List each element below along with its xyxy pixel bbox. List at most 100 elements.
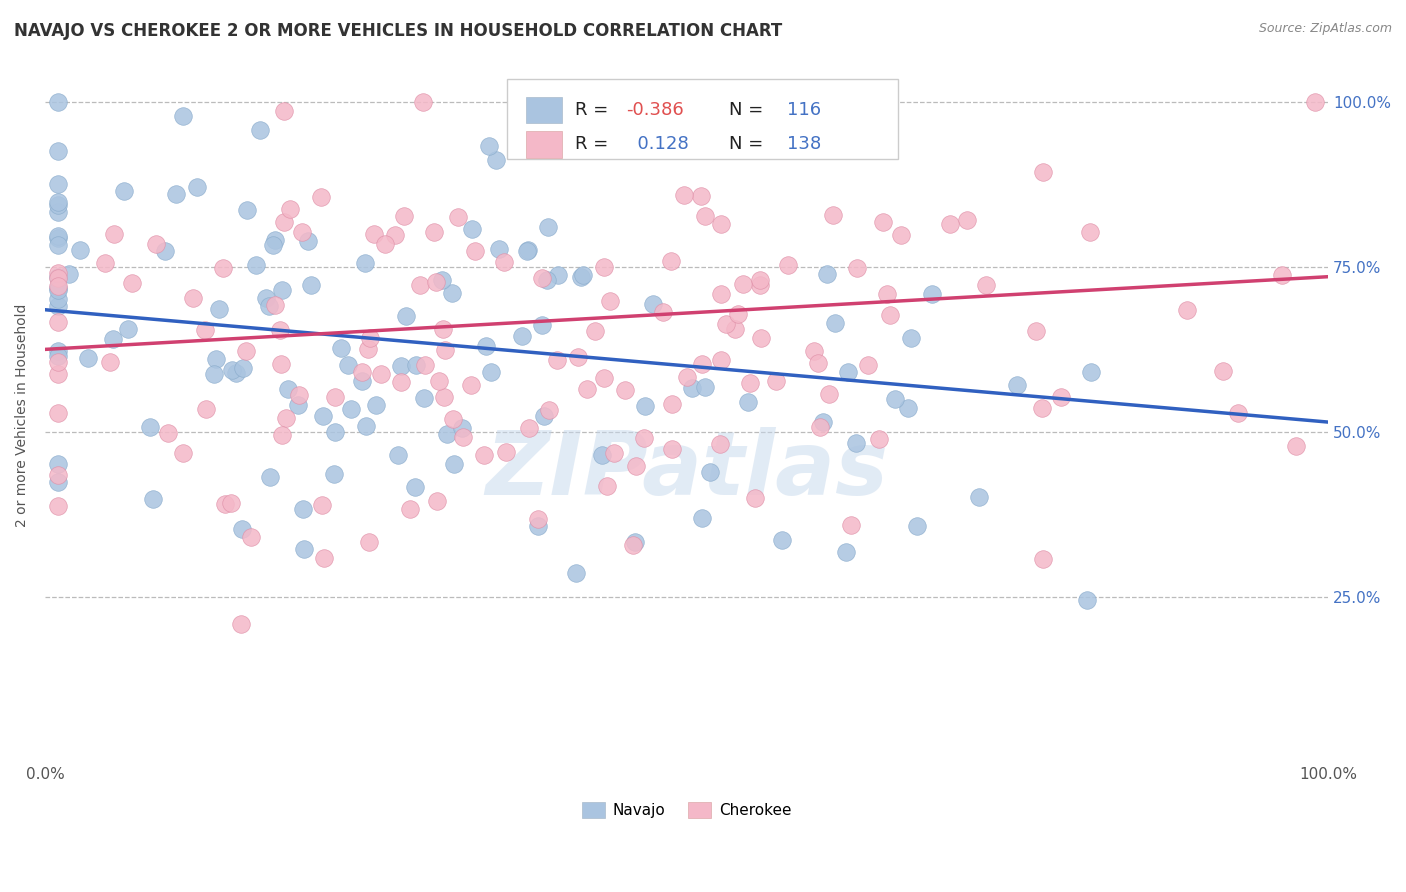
Point <box>404 480 426 494</box>
Point <box>967 490 990 504</box>
Point <box>172 109 194 123</box>
Point <box>434 343 457 358</box>
Point <box>221 363 243 377</box>
Point <box>890 228 912 243</box>
Point <box>384 227 406 242</box>
Point <box>905 519 928 533</box>
Point <box>46 238 69 252</box>
Point <box>824 317 846 331</box>
Point <box>46 299 69 313</box>
Point <box>884 392 907 406</box>
Point <box>872 215 894 229</box>
Bar <box>526 97 562 123</box>
Point <box>472 448 495 462</box>
Point <box>389 375 412 389</box>
Point <box>591 448 613 462</box>
Point <box>46 354 69 368</box>
Point <box>807 356 830 370</box>
Point <box>271 283 294 297</box>
Point <box>1005 378 1028 392</box>
Point <box>138 419 160 434</box>
Point <box>626 458 648 473</box>
Point <box>479 365 502 379</box>
Point <box>46 95 69 109</box>
Point <box>256 291 278 305</box>
Point <box>1271 268 1294 283</box>
Point <box>583 324 606 338</box>
Point <box>516 244 538 259</box>
Point <box>46 279 69 293</box>
Point <box>845 435 868 450</box>
Point <box>323 390 346 404</box>
Point <box>288 388 311 402</box>
Point <box>273 103 295 118</box>
Point <box>225 366 247 380</box>
Point <box>1175 302 1198 317</box>
Point <box>461 222 484 236</box>
Point <box>46 500 69 514</box>
Point <box>259 299 281 313</box>
Point <box>46 229 69 244</box>
Point <box>278 202 301 217</box>
Point <box>46 467 69 482</box>
Point <box>208 302 231 317</box>
FancyBboxPatch shape <box>508 78 898 159</box>
Point <box>356 418 378 433</box>
Point <box>370 368 392 382</box>
Point <box>1303 95 1326 109</box>
Point <box>262 237 284 252</box>
Point <box>661 396 683 410</box>
Point <box>488 242 510 256</box>
Point <box>46 406 69 420</box>
Point <box>366 399 388 413</box>
Point <box>430 273 453 287</box>
Point <box>219 496 242 510</box>
Point <box>205 351 228 366</box>
Point <box>232 360 254 375</box>
Point <box>441 411 464 425</box>
Point <box>818 386 841 401</box>
Point <box>312 409 335 424</box>
Point <box>145 237 167 252</box>
Point <box>659 253 682 268</box>
Point <box>436 426 458 441</box>
Point <box>394 309 416 323</box>
Point <box>264 233 287 247</box>
Text: N =: N = <box>728 136 769 153</box>
Text: R =: R = <box>575 136 614 153</box>
Point <box>340 401 363 416</box>
Point <box>277 383 299 397</box>
Point <box>299 278 322 293</box>
Point <box>738 376 761 390</box>
Point <box>336 358 359 372</box>
Point <box>876 287 898 301</box>
Point <box>536 273 558 287</box>
Text: NAVAJO VS CHEROKEE 2 OR MORE VEHICLES IN HOUSEHOLD CORRELATION CHART: NAVAJO VS CHEROKEE 2 OR MORE VEHICLES IN… <box>14 22 782 40</box>
Text: 116: 116 <box>786 101 821 120</box>
Point <box>526 512 548 526</box>
Point <box>46 144 69 158</box>
Point <box>46 315 69 329</box>
Point <box>112 184 135 198</box>
Point <box>236 203 259 218</box>
Bar <box>526 131 562 158</box>
Point <box>823 208 845 222</box>
Point <box>841 95 863 109</box>
Point <box>731 277 754 292</box>
Point <box>231 616 253 631</box>
Point <box>516 244 538 258</box>
Point <box>374 236 396 251</box>
Point <box>778 258 800 272</box>
Point <box>1080 365 1102 379</box>
Point <box>565 566 588 580</box>
Point <box>412 95 434 109</box>
Point <box>46 283 69 297</box>
Point <box>46 457 69 471</box>
Point <box>690 357 713 371</box>
Point <box>292 542 315 557</box>
Point <box>271 427 294 442</box>
Point <box>593 370 616 384</box>
Point <box>803 343 825 358</box>
Point <box>363 227 385 241</box>
Point <box>569 270 592 285</box>
